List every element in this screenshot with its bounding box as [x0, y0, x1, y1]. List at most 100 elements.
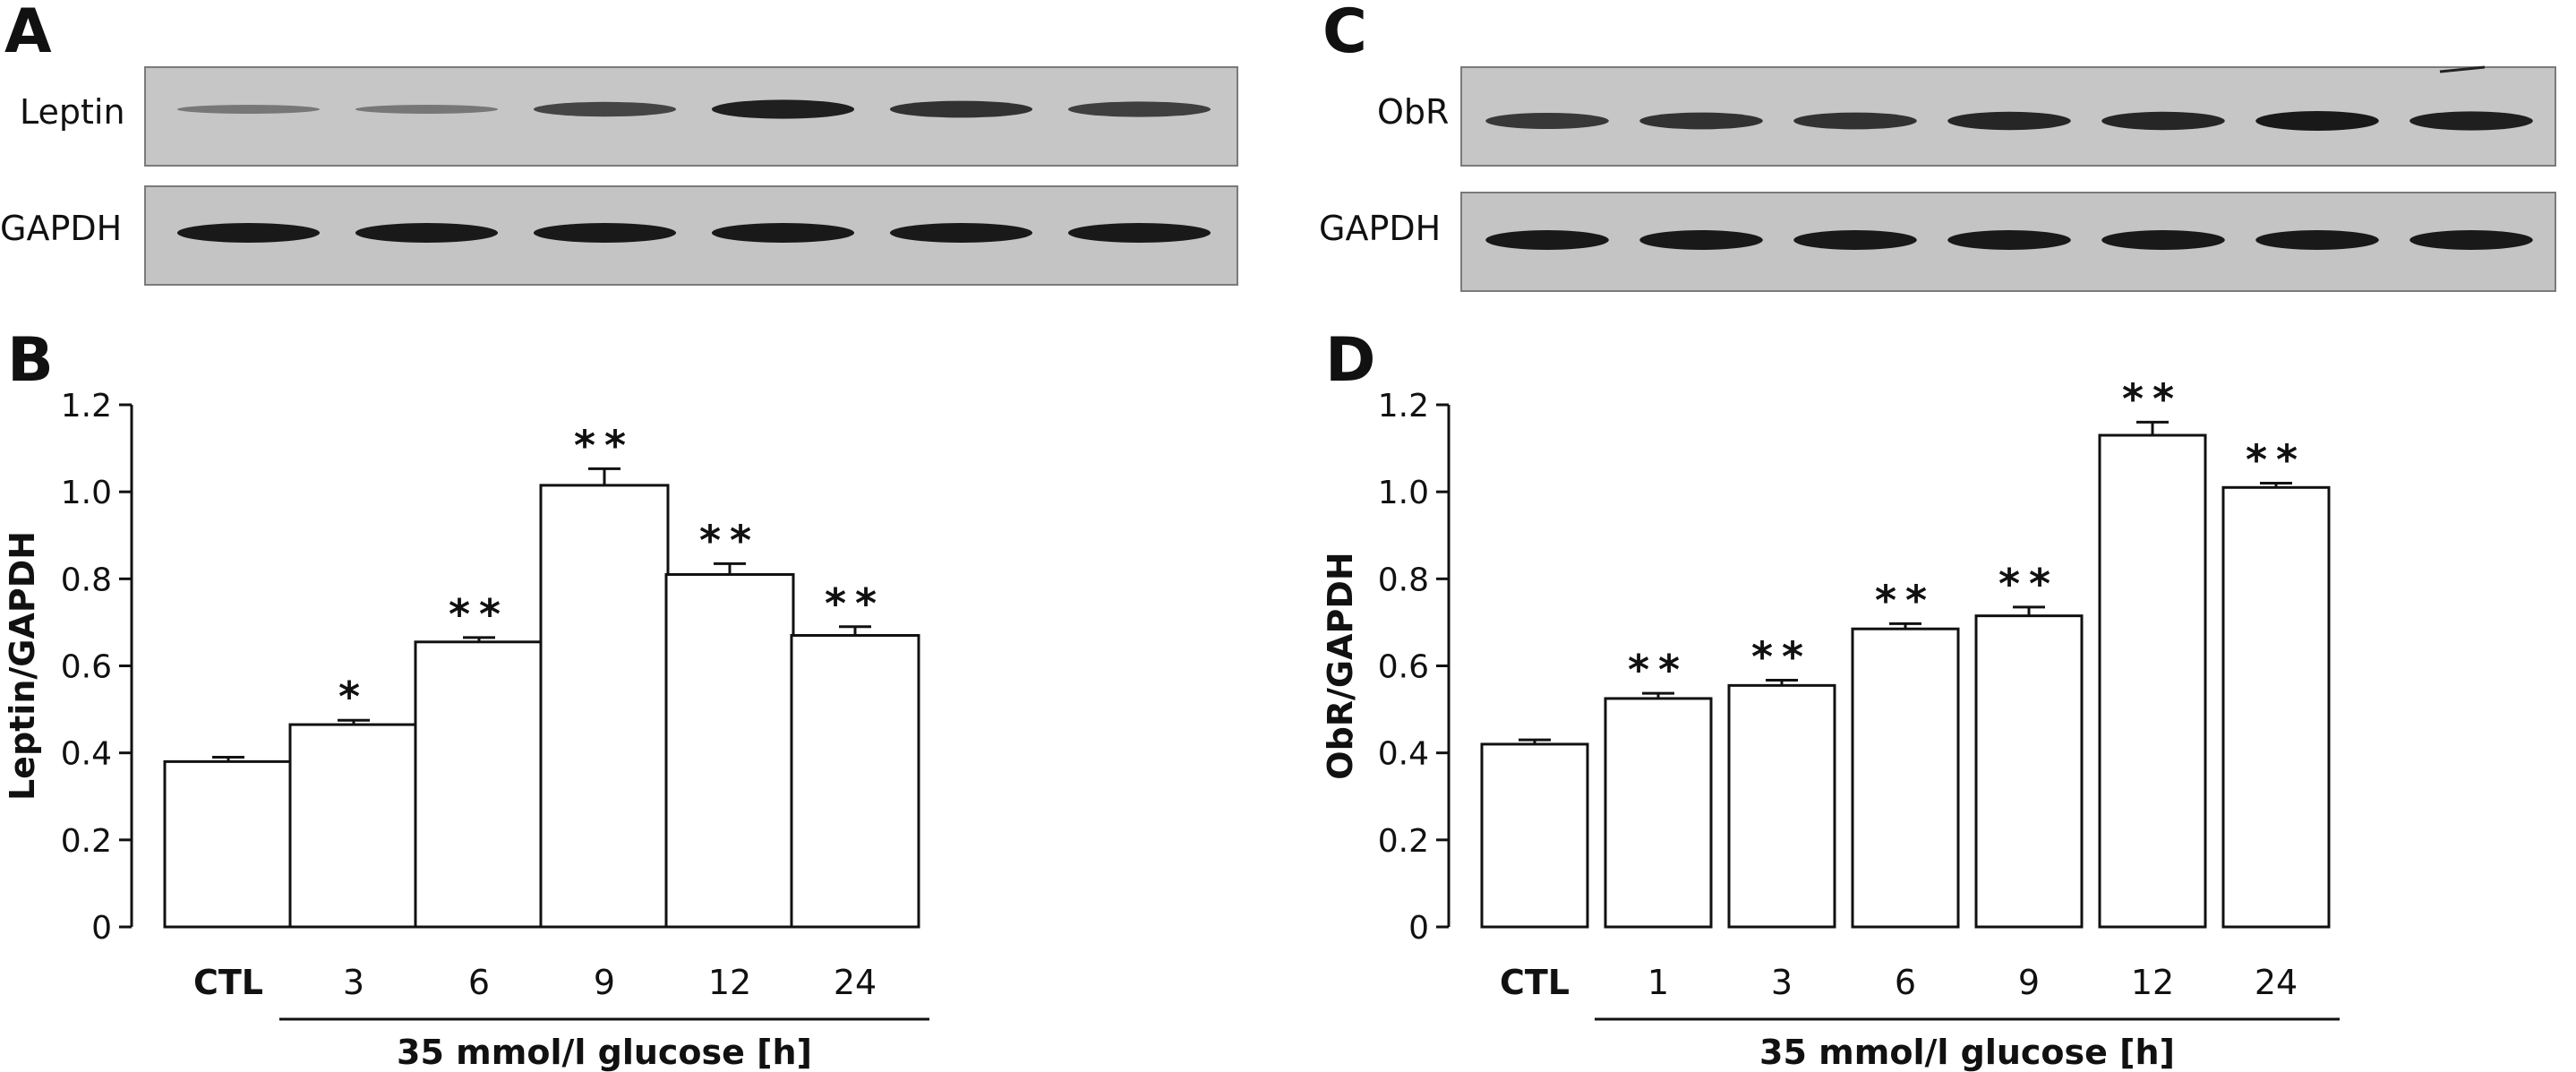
bar-1 [1604, 697, 1713, 929]
x-category-label: 6 [468, 963, 490, 1002]
blot-label-gapdh-c: GAPDH [1319, 209, 1441, 248]
blot-label-obr: ObR [1377, 92, 1449, 132]
bar-3 [1727, 683, 1836, 929]
significance-marker: ** [2246, 435, 2306, 484]
panel-b: B 0 0.2 0.4 0.6 0.8 1.0 1.2 Leptin/GAPDH CTL * 3 **… [3, 325, 929, 1072]
y-axis-title: ObR/GAPDH [1321, 552, 1360, 779]
x-category-label: 9 [594, 963, 615, 1002]
y-tick-label: 0.8 [61, 562, 112, 598]
blot-bands-leptin [176, 99, 1211, 119]
obr-band [1639, 112, 1763, 130]
gapdh-a-band [176, 223, 321, 243]
x-category-label: 3 [343, 963, 364, 1002]
gapdh-c-band [2409, 230, 2533, 250]
bar-24 [2221, 485, 2331, 929]
panel-letter-a: A [4, 0, 52, 67]
significance-marker: ** [2122, 374, 2183, 423]
blot-strip-gapdh-a [144, 185, 1238, 286]
blot-bands-gapdh-c [1485, 230, 2533, 250]
leptin-band [889, 100, 1033, 118]
y-tick-label: 0.6 [61, 649, 112, 686]
significance-marker: ** [1998, 560, 2059, 608]
significance-marker: ** [1628, 646, 1689, 694]
leptin-band [355, 105, 499, 114]
y-tick-label: 0.2 [1378, 823, 1429, 860]
chart-b: 0 0.2 0.4 0.6 0.8 1.0 1.2 Leptin/GAPDH CTL * 3 ** 6 *… [3, 388, 929, 1072]
obr-band [2101, 111, 2225, 131]
gapdh-c-band [1793, 230, 1917, 250]
x-category-label: 1 [1647, 963, 1669, 1002]
x-axis-title: 35 mmol/l glucose [h] [397, 1033, 812, 1072]
panel-letter-c: C [1322, 0, 1367, 67]
x-category-label: CTL [1500, 963, 1570, 1002]
chart-d: 0 0.2 0.4 0.6 0.8 1.0 1.2 ObR/GAPDH CTL ** 1 ** 3 ** 6… [1321, 374, 2340, 1072]
gapdh-a-band [889, 223, 1033, 243]
bar-3 [288, 723, 419, 929]
x-category-label: 24 [834, 963, 877, 1002]
x-category-label: 9 [2018, 963, 2040, 1002]
y-tick-label: 0 [1408, 910, 1429, 947]
gapdh-a-band [355, 223, 499, 243]
obr-band [2255, 111, 2379, 131]
x-category-label: 12 [708, 963, 751, 1002]
y-tick-label: 0.4 [1378, 736, 1429, 773]
panel-d: D 0 0.2 0.4 0.6 0.8 1.0 1.2 ObR/GAPDH CTL ** 1 ** 3 *… [1321, 325, 2340, 1072]
bar-12 [2098, 433, 2207, 929]
x-axis-title: 35 mmol/l glucose [h] [1759, 1033, 2175, 1072]
panel-letter-d: D [1325, 325, 1375, 396]
blot-label-leptin: Leptin [20, 92, 125, 132]
significance-marker: * [338, 673, 369, 721]
bar-9 [539, 484, 670, 929]
y-tick-label: 1.2 [61, 388, 112, 425]
bar-CTL [1480, 742, 1589, 929]
leptin-band [176, 105, 321, 114]
significance-marker: ** [1875, 576, 1936, 624]
significance-marker: ** [825, 579, 886, 628]
leptin-band [533, 101, 677, 117]
bar-6 [1851, 627, 1960, 929]
bar-6 [414, 640, 544, 929]
bar-9 [1974, 614, 2084, 929]
y-tick-label: 0.2 [61, 823, 112, 860]
gapdh-a-band [1067, 223, 1211, 243]
panel-a: A Leptin GAPDH [0, 0, 1238, 286]
panel-c: C ObR GAPDH [1319, 0, 2556, 292]
gapdh-c-band [1947, 230, 2071, 250]
obr-band [1947, 111, 2071, 131]
blot-artifact-mark [2439, 65, 2486, 73]
y-tick-label: 0 [91, 910, 112, 947]
blot-label-gapdh-a: GAPDH [0, 209, 122, 248]
blot-strip-leptin [144, 66, 1238, 167]
y-tick-label: 1.2 [1378, 388, 1429, 425]
gapdh-c-band [1485, 230, 1609, 250]
y-tick-label: 0.6 [1378, 649, 1429, 686]
y-axis-title: Leptin/GAPDH [3, 531, 42, 801]
gapdh-a-band [711, 223, 855, 243]
gapdh-c-band [1639, 230, 1763, 250]
y-tick-label: 1.0 [61, 475, 112, 511]
y-tick-label: 0.8 [1378, 562, 1429, 598]
x-category-label: 3 [1771, 963, 1793, 1002]
significance-marker: ** [1751, 633, 1812, 682]
bar-CTL [163, 759, 294, 929]
significance-marker: ** [574, 421, 635, 469]
gapdh-a-band [533, 223, 677, 243]
leptin-band [711, 99, 855, 119]
gapdh-c-band [2101, 230, 2225, 250]
x-category-label: 24 [2255, 963, 2298, 1002]
y-tick-label: 1.0 [1378, 475, 1429, 511]
x-category-label: CTL [193, 963, 263, 1002]
leptin-band [1067, 101, 1211, 117]
significance-marker: ** [699, 516, 760, 564]
y-tick-label: 0.4 [61, 736, 112, 773]
x-category-label: 6 [1895, 963, 1916, 1002]
blot-bands-gapdh-a [176, 223, 1211, 243]
bar-24 [790, 633, 920, 929]
bar-12 [664, 572, 795, 929]
gapdh-c-band [2255, 230, 2379, 250]
obr-band [1485, 113, 1609, 129]
panel-letter-b: B [7, 325, 54, 396]
blot-bands-obr [1485, 111, 2533, 131]
x-category-label: 12 [2131, 963, 2174, 1002]
